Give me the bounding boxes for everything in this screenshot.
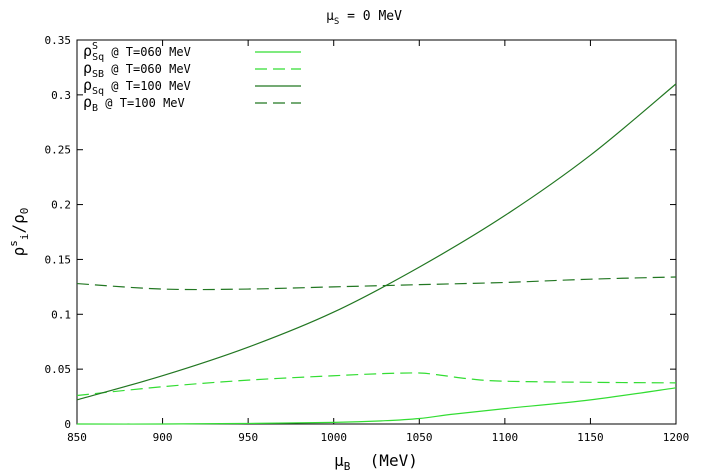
legend-subscript: Sq xyxy=(92,52,104,63)
legend-symbol: ρ xyxy=(83,42,92,60)
legend-text: @ T=100 MeV xyxy=(98,96,185,110)
y-tick-label: 0.3 xyxy=(51,89,71,102)
legend-text: @ T=060 MeV xyxy=(104,62,191,76)
x-tick-label: 1150 xyxy=(577,431,604,444)
y-tick-label: 0.25 xyxy=(45,144,72,157)
y-axis-label-symbol: ρ xyxy=(9,247,28,257)
chart-title-subscript: S xyxy=(334,17,339,27)
x-tick-label: 950 xyxy=(238,431,258,444)
legend-text: @ T=100 MeV xyxy=(104,79,191,93)
series-line-2 xyxy=(76,372,677,397)
legend-symbol: ρ xyxy=(83,93,92,111)
x-axis-label-symbol: μ xyxy=(334,451,344,470)
series-line-1 xyxy=(76,387,677,425)
chart-title: μS = 0 MeV xyxy=(326,9,402,27)
x-axis-label-rest: (MeV) xyxy=(350,451,417,470)
series-line-3 xyxy=(76,83,677,401)
legend-label-1: ρS Sq @ T=060 MeV xyxy=(83,41,191,63)
y-tick-label: 0.2 xyxy=(51,199,71,212)
y-axis-label-superscript: s xyxy=(7,240,20,247)
x-tick-label: 1000 xyxy=(320,431,347,444)
y-axis-label-subscript-2: 0 xyxy=(18,208,31,215)
chart-title-rest: = 0 MeV xyxy=(339,9,402,24)
chart-title-symbol: μ xyxy=(326,9,334,24)
y-tick-label: 0.1 xyxy=(51,308,71,321)
x-axis-label-subscript: B xyxy=(344,460,351,472)
plot-frame xyxy=(76,39,677,425)
y-axis-label: ρsi/ρ0 xyxy=(7,208,31,257)
x-tick-label: 1050 xyxy=(406,431,433,444)
y-tick-label: 0.05 xyxy=(45,363,72,376)
x-tick-label: 1200 xyxy=(663,431,690,444)
legend-label-2: ρSB @ T=060 MeV xyxy=(83,59,191,80)
legend-label-4: ρB @ T=100 MeV xyxy=(83,93,185,114)
legend-subscript: B xyxy=(92,103,98,114)
x-tick-label: 1100 xyxy=(492,431,519,444)
y-axis-label-subscript: i xyxy=(18,234,31,241)
series-line-4 xyxy=(76,276,677,291)
legend-symbol: ρ xyxy=(83,76,92,94)
y-tick-label: 0.15 xyxy=(45,253,72,266)
series-layer xyxy=(76,83,677,425)
legend-subscript: Sq xyxy=(92,86,104,97)
axis-ticks: 850 900 950 1000 1050 1100 1150 1200 0 0.05 0.1 0.1… xyxy=(45,34,690,444)
y-tick-label: 0.35 xyxy=(45,34,72,47)
x-tick-label: 850 xyxy=(67,431,87,444)
legend-subscript: SB xyxy=(92,69,104,80)
legend-superscript: S xyxy=(92,41,98,52)
legend-symbol: ρ xyxy=(83,59,92,77)
y-tick-label: 0 xyxy=(64,418,71,431)
legend-label-3: ρSq @ T=100 MeV xyxy=(83,76,191,97)
x-tick-label: 900 xyxy=(153,431,173,444)
x-axis-label: μB (MeV) xyxy=(334,451,418,472)
y-axis-label-rest: /ρ xyxy=(9,214,28,233)
legend-text: @ T=060 MeV xyxy=(104,45,191,59)
